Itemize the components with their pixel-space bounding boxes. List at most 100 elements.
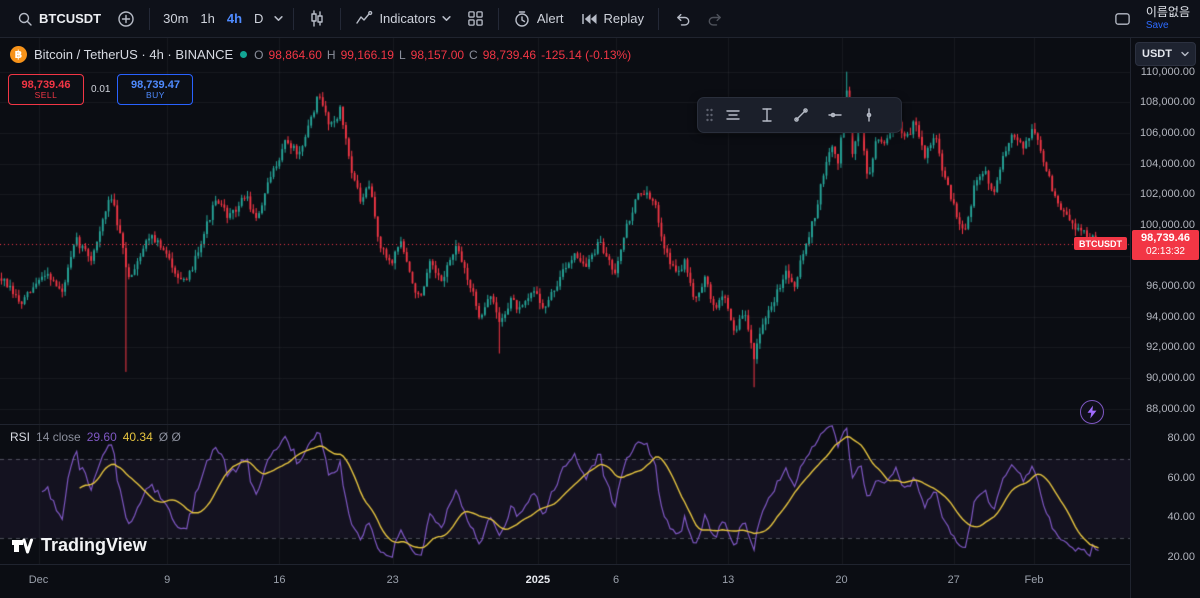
symbol-search-button[interactable]: BTCUSDT: [10, 6, 108, 32]
price-line-symbol-tag: BTCUSDT: [1074, 237, 1127, 251]
time-axis-label: 27: [947, 574, 960, 586]
sell-button[interactable]: 98,739.46 SELL: [8, 74, 84, 105]
layout-name: 이름없음: [1145, 4, 1190, 19]
time-axis-label: 2025: [525, 574, 551, 586]
price-axis-label: 92,000.00: [1146, 341, 1195, 354]
tradingview-logo[interactable]: TradingView: [10, 533, 147, 557]
buy-label: BUY: [145, 89, 165, 100]
plus-circle-icon: [118, 10, 134, 27]
indicators-button[interactable]: Indicators: [348, 5, 457, 33]
panel-toggle-button[interactable]: [1107, 6, 1138, 32]
price-change: -125.14 (-0.13%): [541, 47, 632, 62]
rsi-ma-value: 40.34: [122, 430, 153, 444]
price-range-tool-button[interactable]: [750, 100, 784, 130]
rsi-params: 14 close: [36, 430, 81, 444]
time-axis-label: 23: [386, 574, 399, 586]
levels-lines-icon: [726, 110, 740, 120]
alarm-clock-icon: [515, 10, 529, 27]
interval-D-button[interactable]: D: [248, 6, 269, 31]
drag-dots-icon: [705, 108, 713, 122]
top-toolbar: BTCUSDT 30m 1h 4h D Indicators: [0, 0, 1200, 38]
rsi-axis-label: 60.00: [1167, 471, 1195, 484]
rsi-extra: Ø Ø: [158, 430, 181, 444]
currency-selector[interactable]: USDT: [1135, 42, 1196, 66]
rsi-title[interactable]: RSI: [10, 430, 31, 444]
replay-icon: [581, 13, 597, 24]
grid-layout-icon: [468, 11, 483, 26]
interval-4h-button[interactable]: 4h: [221, 6, 248, 31]
rsi-axis-label: 20.00: [1167, 551, 1195, 564]
ohlc-values: O 98,864.60 H 99,166.19 L 98,157.00 C 98,739.46…: [254, 48, 631, 62]
divider: [293, 7, 295, 30]
price-axis-label: 88,000.00: [1146, 402, 1195, 415]
undo-icon: [677, 13, 690, 26]
time-axis-label: 9: [164, 574, 171, 586]
redo-icon: [708, 13, 721, 26]
sell-price: 98,739.46: [21, 78, 71, 91]
indicators-label: Indicators: [379, 11, 436, 26]
interval-1h-button[interactable]: 1h: [194, 6, 220, 31]
rsi-canvas[interactable]: [0, 425, 1130, 564]
layout-grid-button[interactable]: [460, 5, 491, 32]
rsi-axis-label: 80.00: [1167, 431, 1195, 444]
price-axis-label: 104,000.00: [1139, 157, 1195, 170]
interval-30m-button[interactable]: 30m: [157, 6, 194, 31]
chart-style-button[interactable]: [301, 5, 333, 33]
tradingview-logo-text: TradingView: [41, 534, 147, 555]
compare-add-button[interactable]: [110, 5, 142, 33]
save-button[interactable]: Save: [1145, 19, 1169, 31]
replay-button[interactable]: Replay: [573, 5, 651, 33]
main-chart-pane[interactable]: ฿ Bitcoin / TetherUS · 4h · BINANCE O 98,…: [0, 38, 1130, 424]
price-axis-label: 100,000.00: [1139, 218, 1195, 231]
ohlc-label: O: [254, 47, 264, 62]
price-axis-label: 90,000.00: [1146, 372, 1195, 385]
drag-handle[interactable]: [702, 100, 716, 130]
time-axis-label: 16: [273, 574, 286, 586]
replay-label: Replay: [603, 11, 645, 26]
levels-lines-tool-button[interactable]: [716, 100, 750, 130]
currency-label: USDT: [1142, 48, 1172, 60]
rsi-pane[interactable]: RSI 14 close 29.60 40.34 Ø Ø: [0, 424, 1130, 564]
ohlc-value: 98,157.00: [410, 47, 465, 62]
symbol-legend: ฿ Bitcoin / TetherUS · 4h · BINANCE O 98,…: [10, 46, 631, 63]
vertical-line-icon: [866, 108, 872, 122]
chevron-down-icon: [1181, 51, 1189, 57]
intervals-expand-button[interactable]: [271, 9, 286, 28]
bar-countdown: 02:13:32: [1146, 245, 1185, 257]
alert-label: Alert: [536, 11, 564, 26]
divider: [497, 7, 499, 30]
price-axis[interactable]: USDT 110,000.00 108,000.00 106,000.00 104,0…: [1130, 38, 1200, 598]
ohlc-label: L: [398, 47, 406, 62]
price-axis-label: 102,000.00: [1139, 188, 1195, 201]
floating-drawing-toolbar: [697, 97, 902, 133]
vertical-line-tool-button[interactable]: [852, 100, 886, 130]
interval-switcher: 30m 1h 4h D: [157, 6, 269, 31]
ohlc-label: H: [326, 47, 336, 62]
trend-line-icon: [794, 108, 808, 122]
time-axis[interactable]: Dec 9 16 23 2025 6 13 20 27 Feb: [0, 564, 1130, 598]
buy-price: 98,739.47: [131, 78, 180, 91]
tradingview-mark-icon: [12, 538, 33, 554]
buy-button[interactable]: 98,739.47 BUY: [117, 74, 194, 105]
price-axis-label: 94,000.00: [1146, 310, 1195, 323]
undo-button[interactable]: [666, 5, 698, 33]
symbol-title[interactable]: Bitcoin / TetherUS · 4h · BINANCE: [34, 47, 234, 62]
quick-action-lightning-button[interactable]: [1080, 400, 1104, 424]
rsi-legend: RSI 14 close 29.60 40.34 Ø Ø: [10, 430, 181, 444]
spread-value: 0.01: [91, 84, 111, 95]
price-axis-label: 106,000.00: [1139, 126, 1195, 139]
redo-button[interactable]: [700, 5, 732, 33]
ohlc-value: 98,864.60: [268, 47, 322, 62]
market-status-icon: [240, 51, 248, 58]
horizontal-line-tool-button[interactable]: [818, 100, 852, 130]
time-axis-label: 6: [612, 574, 620, 586]
alert-button[interactable]: Alert: [506, 5, 571, 33]
lightning-icon: [1087, 405, 1097, 419]
trend-line-tool-button[interactable]: [784, 100, 818, 130]
ohlc-label: C: [469, 47, 478, 62]
time-axis-label: Feb: [1024, 574, 1044, 586]
indicators-icon: [356, 10, 373, 24]
divider: [149, 7, 151, 30]
layout-menu[interactable]: 이름없음 Save: [1145, 4, 1190, 31]
